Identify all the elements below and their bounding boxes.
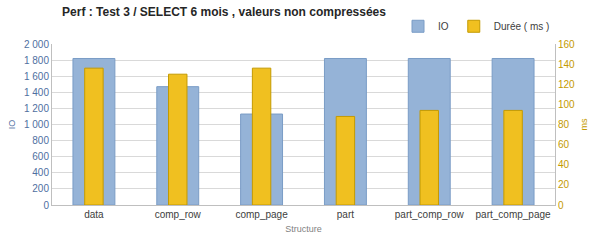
svg-text:80: 80 [558,119,570,130]
svg-text:ms: ms [579,118,589,130]
svg-text:part: part [337,209,354,220]
svg-text:1 400: 1 400 [24,87,49,98]
svg-text:160: 160 [558,39,575,50]
svg-text:1 200: 1 200 [24,103,49,114]
svg-text:IO: IO [7,120,17,130]
svg-text:120: 120 [558,79,575,90]
svg-text:100: 100 [558,99,575,110]
svg-text:part_comp_page: part_comp_page [476,209,551,220]
svg-text:600: 600 [32,151,49,162]
svg-text:data: data [84,209,104,220]
svg-text:400: 400 [32,167,49,178]
svg-text:60: 60 [558,139,570,150]
svg-text:40: 40 [558,159,570,170]
svg-text:1 600: 1 600 [24,71,49,82]
svg-text:1 000: 1 000 [24,119,49,130]
svg-text:comp_row: comp_row [155,209,202,220]
svg-text:0: 0 [43,200,49,211]
svg-text:part_comp_row: part_comp_row [395,209,465,220]
svg-text:Perf : Test 3 / SELECT 6 mois: Perf : Test 3 / SELECT 6 mois , valeurs … [62,5,386,19]
svg-text:1 800: 1 800 [24,55,49,66]
svg-text:20: 20 [558,179,570,190]
svg-text:IO: IO [438,21,449,32]
svg-text:200: 200 [32,183,49,194]
svg-text:0: 0 [558,200,564,211]
svg-text:comp_page: comp_page [235,209,288,220]
svg-text:140: 140 [558,59,575,70]
svg-text:800: 800 [32,135,49,146]
svg-text:2 000: 2 000 [24,39,49,50]
svg-text:Durée ( ms ): Durée ( ms ) [494,21,550,32]
svg-text:Structure: Structure [285,224,322,234]
